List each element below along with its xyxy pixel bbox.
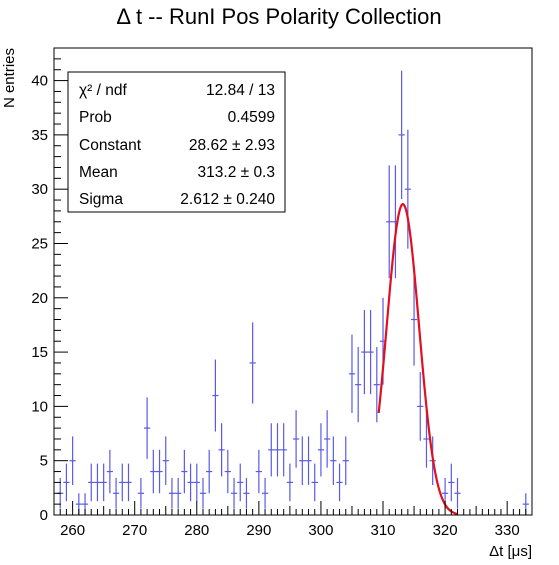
histogram-bin xyxy=(367,310,374,395)
histogram-bin xyxy=(249,322,256,404)
stats-label-constant: Constant xyxy=(79,137,142,154)
x-axis-label: Δt [μs] xyxy=(489,543,532,560)
stats-box: χ² / ndf 12.84 / 13 Prob 0.4599 Constant… xyxy=(67,71,286,213)
histogram-bin xyxy=(342,436,349,485)
histogram-bin xyxy=(454,477,461,509)
histogram-bin xyxy=(255,449,262,494)
histogram-bin xyxy=(355,347,362,423)
stats-value-mean: 313.2 ± 0.3 xyxy=(198,164,275,181)
gaussian-fit-curve xyxy=(377,203,458,516)
histogram-bin xyxy=(237,463,244,502)
histogram-bin xyxy=(317,423,325,477)
histogram-bin xyxy=(330,436,337,485)
histogram-bin xyxy=(125,463,132,502)
stats-value-prob: 0.4599 xyxy=(228,109,275,126)
y-tick-label: 10 xyxy=(31,398,48,415)
histogram-bin xyxy=(63,463,70,502)
histogram-bin xyxy=(144,397,151,459)
stats-value-constant: 28.62 ± 2.93 xyxy=(189,137,275,154)
histogram-bin xyxy=(324,410,331,468)
histogram-bin xyxy=(268,423,275,477)
histogram-bin xyxy=(212,359,219,432)
histogram-bin xyxy=(230,477,238,509)
x-tick-label: 260 xyxy=(60,522,85,539)
histogram-bin xyxy=(218,423,225,477)
histogram-bin xyxy=(417,372,424,441)
histogram-bin xyxy=(181,449,188,494)
histogram-bin xyxy=(404,129,411,249)
stats-value-chi2: 12.84 / 13 xyxy=(206,82,275,99)
histogram-bin xyxy=(274,423,281,477)
histogram-bin xyxy=(311,463,318,502)
histogram-bin xyxy=(243,477,250,509)
histogram-bin xyxy=(187,463,194,502)
histogram-bin xyxy=(448,463,455,502)
x-tick-label: 280 xyxy=(184,522,209,539)
y-tick-label: 30 xyxy=(31,181,48,198)
histogram-bin xyxy=(305,436,312,485)
histogram-bin xyxy=(373,347,380,423)
histogram-bin xyxy=(112,477,120,509)
histogram-bin xyxy=(119,463,126,502)
histogram-bin xyxy=(175,477,182,509)
y-tick-label: 35 xyxy=(31,127,48,144)
x-tick-label: 310 xyxy=(370,522,395,539)
stats-label-prob: Prob xyxy=(79,109,112,126)
histogram-bin xyxy=(100,463,107,502)
histogram-bin xyxy=(261,477,269,509)
y-axis-label: N entries xyxy=(1,48,18,108)
histogram-bin xyxy=(193,463,200,502)
histogram-bin xyxy=(386,165,393,279)
histogram-bin xyxy=(156,449,163,494)
histogram-bin xyxy=(423,410,430,468)
stats-label-sigma: Sigma xyxy=(79,191,123,208)
histogram-bin xyxy=(150,449,157,494)
x-tick-label: 270 xyxy=(122,522,147,539)
histogram-bin xyxy=(162,436,169,485)
histogram-bin xyxy=(398,70,405,200)
stats-box-frame xyxy=(67,71,286,213)
histogram-bin xyxy=(88,463,95,502)
histogram-bin xyxy=(348,334,356,413)
y-tick-label: 40 xyxy=(31,73,48,90)
x-tick-label: 300 xyxy=(308,522,333,539)
histogram-bin xyxy=(69,436,76,485)
histogram-bin xyxy=(94,463,101,502)
x-tick-label: 320 xyxy=(433,522,458,539)
y-tick-label: 25 xyxy=(31,235,48,252)
histogram-bin xyxy=(410,273,418,366)
histogram-bin xyxy=(280,423,287,477)
histogram-bin xyxy=(336,463,343,502)
x-tick-label: 290 xyxy=(246,522,271,539)
histogram-bin xyxy=(206,449,213,494)
histogram-bin xyxy=(286,463,293,502)
y-tick-label: 15 xyxy=(31,344,48,361)
chart-title: Δ t -- RunI Pos Polarity Collection xyxy=(116,4,441,29)
histogram-bin xyxy=(106,449,113,494)
histogram-bin xyxy=(137,477,145,509)
histogram-bin xyxy=(199,477,207,509)
plot-frame xyxy=(53,47,533,516)
stats-label-chi2: χ² / ndf xyxy=(79,82,127,99)
y-tick-label: 20 xyxy=(31,290,48,307)
histogram-bin xyxy=(224,449,231,494)
x-tick-label: 330 xyxy=(495,522,520,539)
stats-value-sigma: 2.612 ± 0.240 xyxy=(180,191,275,208)
histogram-bin xyxy=(361,310,368,395)
histogram-bin xyxy=(299,436,306,485)
y-tick-label: 0 xyxy=(40,507,48,524)
histogram-bin xyxy=(293,410,300,468)
histogram-bin xyxy=(168,477,176,509)
y-tick-label: 5 xyxy=(40,453,48,470)
stats-label-mean: Mean xyxy=(79,164,118,181)
